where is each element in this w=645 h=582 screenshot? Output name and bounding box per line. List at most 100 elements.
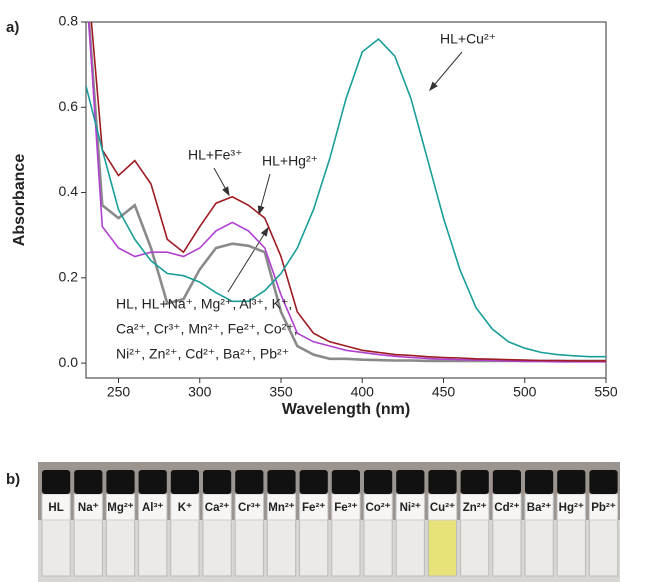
x-tick-label: 350 [269, 384, 293, 400]
series-annotation: Ca²⁺, Cr³⁺, Mn²⁺, Fe²⁺, Co²⁺, [116, 321, 298, 337]
vial-liquid [524, 519, 554, 577]
arrow-shaft [227, 227, 269, 293]
vial-liquid [105, 519, 136, 577]
arrow-head [222, 186, 230, 197]
vial-cap [525, 470, 554, 494]
vial-label: K⁺ [178, 502, 192, 514]
vial-label: Pb²⁺ [591, 502, 616, 514]
vial-liquid [460, 519, 490, 577]
vial-label-strip [427, 493, 458, 521]
vial-liquid [588, 519, 619, 577]
series-annotation: HL, HL+Na⁺, Mg²⁺, Al³⁺, K⁺, [116, 296, 292, 312]
vial-liquid [556, 519, 586, 577]
vial-liquid [266, 519, 297, 577]
vial-label: Mg²⁺ [107, 502, 134, 514]
vial-liquid [73, 519, 103, 577]
vial-label-strip [556, 493, 586, 521]
vial-liquid [299, 519, 329, 577]
y-tick-label: 0.2 [59, 269, 79, 285]
vial-liquid [41, 519, 71, 577]
vial-label: Co²⁺ [365, 502, 390, 514]
vial-label-strip [202, 493, 232, 521]
vial-label: Hg²⁺ [559, 502, 584, 514]
vial-cap [170, 470, 199, 494]
series-annotation: Ni²⁺, Zn²⁺, Cd²⁺, Ba²⁺, Pb²⁺ [116, 346, 289, 362]
vial-liquid [427, 519, 458, 577]
vial-cap [364, 470, 393, 494]
vial-label: Fe²⁺ [302, 502, 325, 514]
vial-liquid [202, 519, 232, 577]
vial-cap [396, 470, 425, 494]
vial-cap [138, 470, 167, 494]
vial-liquid [492, 519, 522, 577]
vial-cap [299, 470, 328, 494]
vial-cap [267, 470, 296, 494]
x-tick-label: 500 [513, 384, 537, 400]
series-line [88, 22, 606, 363]
vial-label: Ni²⁺ [400, 502, 421, 514]
x-axis-label: Wavelength (nm) [282, 401, 410, 418]
series-annotation: HL+Hg²⁺ [262, 153, 318, 169]
vial-liquid [395, 519, 425, 577]
x-tick-label: 550 [594, 384, 618, 400]
panel-label: b) [6, 471, 20, 488]
series-annotation: HL+Cu²⁺ [440, 31, 496, 47]
y-tick-label: 0.0 [59, 354, 79, 370]
vial-label-strip [105, 493, 136, 521]
vial-liquid [170, 519, 200, 577]
arrow-shaft [429, 51, 463, 91]
y-tick-label: 0.8 [59, 13, 79, 29]
x-tick-label: 400 [351, 384, 375, 400]
vial-label: Cr³⁺ [238, 502, 261, 514]
x-tick-label: 300 [188, 384, 212, 400]
vial-label-strip [138, 493, 168, 521]
panel-label: a) [6, 19, 19, 36]
vial-cap [589, 470, 618, 494]
arrow-head [429, 81, 438, 92]
vial-liquid [363, 519, 393, 577]
vial-label-strip [299, 493, 329, 521]
vial-cap [331, 470, 360, 494]
vial-label-strip [395, 493, 425, 521]
vial-label-strip [73, 493, 103, 521]
plot-frame [85, 21, 607, 379]
x-tick-label: 450 [432, 384, 456, 400]
vial-cap [235, 470, 264, 494]
vial-label-strip [331, 493, 361, 521]
vial-label-strip [170, 493, 200, 521]
vial-label-strip [363, 493, 393, 521]
vial-cap [74, 470, 103, 494]
arrow-head [260, 226, 269, 237]
vial-label: Fe³⁺ [334, 502, 357, 514]
annotation-arrows [213, 51, 463, 293]
vial-label: Al³⁺ [142, 502, 163, 514]
vial-cap [428, 470, 457, 494]
plot-lines [86, 22, 606, 363]
x-tick-label: 250 [107, 384, 131, 400]
vial-label: Ba²⁺ [527, 502, 552, 514]
vial-liquid [138, 519, 168, 577]
arrow-head [257, 205, 265, 216]
vial-label-strip [41, 493, 71, 521]
vial-label: Zn²⁺ [463, 502, 487, 514]
series-line [86, 38, 606, 358]
vial-label: HL [48, 502, 63, 514]
vial-liquid [234, 519, 264, 577]
vial-cap [106, 470, 135, 494]
y-tick-label: 0.6 [59, 98, 79, 114]
vial-label-strip [266, 493, 297, 521]
series-annotation: HL+Fe³⁺ [188, 147, 242, 163]
series-line [90, 22, 606, 362]
vial-cap [203, 470, 232, 494]
vial-cap [492, 470, 521, 494]
vial-label: Cu²⁺ [430, 502, 455, 514]
y-axis-label: Absorbance [11, 154, 28, 247]
y-tick-label: 0.4 [59, 183, 79, 199]
vial-label: Cd²⁺ [494, 502, 519, 514]
vial-label: Na⁺ [78, 502, 99, 514]
vial-cap [42, 470, 71, 494]
vial-liquid [331, 519, 361, 577]
vial-cap [460, 470, 489, 494]
vial-label: Mn²⁺ [268, 502, 295, 514]
